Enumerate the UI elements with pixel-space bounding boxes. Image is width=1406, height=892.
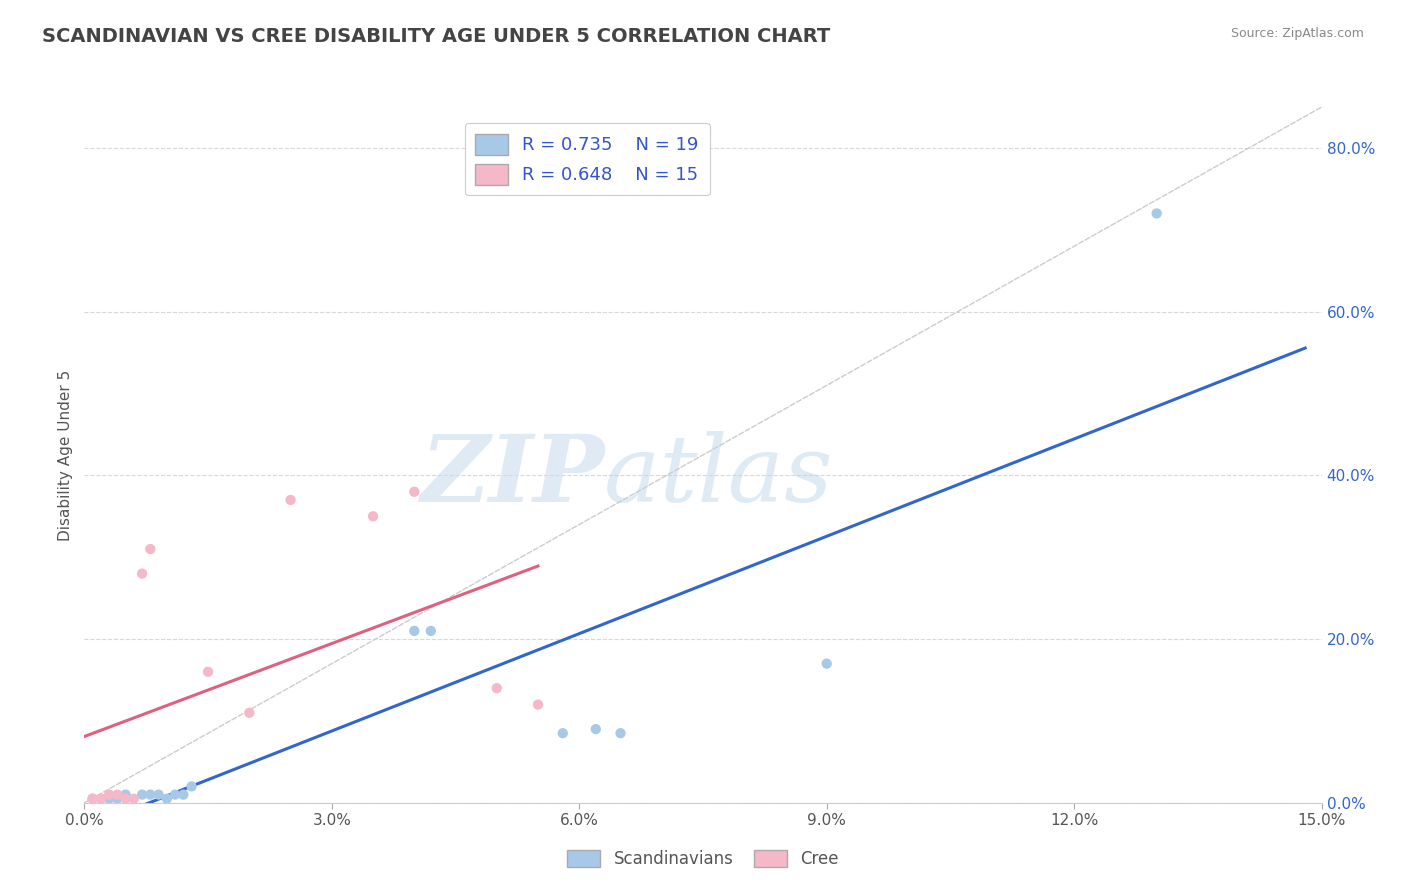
- Point: [404, 624, 426, 638]
- Point: [551, 726, 574, 740]
- Point: [114, 788, 136, 802]
- Text: atlas: atlas: [605, 431, 834, 521]
- Point: [98, 791, 121, 805]
- Text: SCANDINAVIAN VS CREE DISABILITY AGE UNDER 5 CORRELATION CHART: SCANDINAVIAN VS CREE DISABILITY AGE UNDE…: [42, 27, 831, 45]
- Point: [197, 665, 219, 679]
- Text: ZIP: ZIP: [420, 431, 605, 521]
- Point: [82, 791, 104, 805]
- Point: [609, 726, 631, 740]
- Point: [585, 722, 607, 736]
- Text: Source: ZipAtlas.com: Source: ZipAtlas.com: [1230, 27, 1364, 40]
- Y-axis label: Disability Age Under 5: Disability Age Under 5: [58, 369, 73, 541]
- Point: [90, 791, 112, 805]
- Point: [485, 681, 508, 696]
- Point: [156, 791, 179, 805]
- Point: [180, 780, 202, 794]
- Point: [131, 788, 153, 802]
- Point: [131, 566, 153, 581]
- Point: [98, 788, 121, 802]
- Point: [139, 542, 162, 557]
- Point: [238, 706, 260, 720]
- Point: [105, 791, 128, 805]
- Point: [165, 788, 187, 802]
- Point: [105, 788, 128, 802]
- Point: [1146, 206, 1168, 220]
- Point: [815, 657, 838, 671]
- Legend: Scandinavians, Cree: Scandinavians, Cree: [561, 843, 845, 874]
- Point: [404, 484, 426, 499]
- Point: [527, 698, 550, 712]
- Point: [139, 788, 162, 802]
- Point: [172, 788, 194, 802]
- Point: [361, 509, 384, 524]
- Point: [148, 788, 170, 802]
- Point: [419, 624, 441, 638]
- Point: [280, 492, 302, 507]
- Point: [114, 791, 136, 805]
- Point: [82, 791, 104, 805]
- Point: [90, 791, 112, 805]
- Point: [122, 791, 145, 805]
